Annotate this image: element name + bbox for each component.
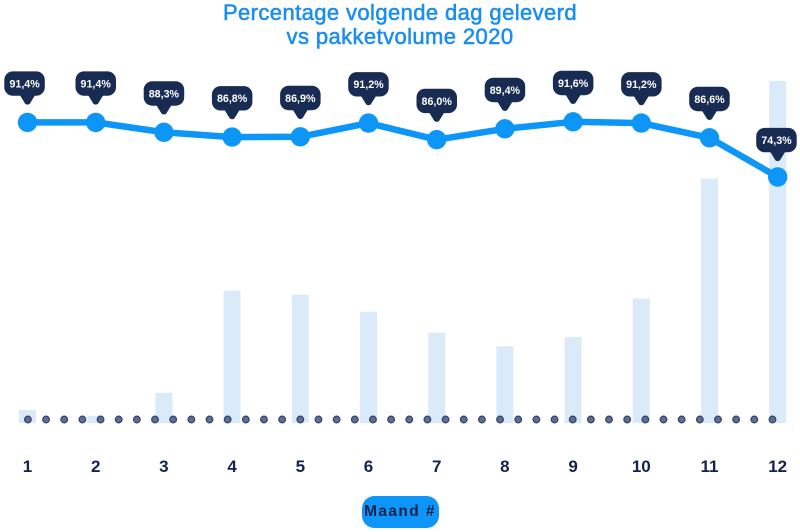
svg-text:86,9%: 86,9% [285,93,316,105]
svg-text:91,6%: 91,6% [558,78,589,90]
svg-text:89,4%: 89,4% [490,85,521,97]
svg-text:91,2%: 91,2% [626,79,657,91]
svg-text:74,3%: 74,3% [761,135,792,147]
svg-text:86,8%: 86,8% [217,93,248,105]
svg-text:88,3%: 88,3% [149,88,180,100]
svg-text:91,2%: 91,2% [353,79,384,91]
svg-text:86,6%: 86,6% [694,94,725,106]
svg-text:91,4%: 91,4% [81,79,112,91]
svg-text:86,0%: 86,0% [422,96,453,108]
svg-text:91,4%: 91,4% [9,79,40,91]
